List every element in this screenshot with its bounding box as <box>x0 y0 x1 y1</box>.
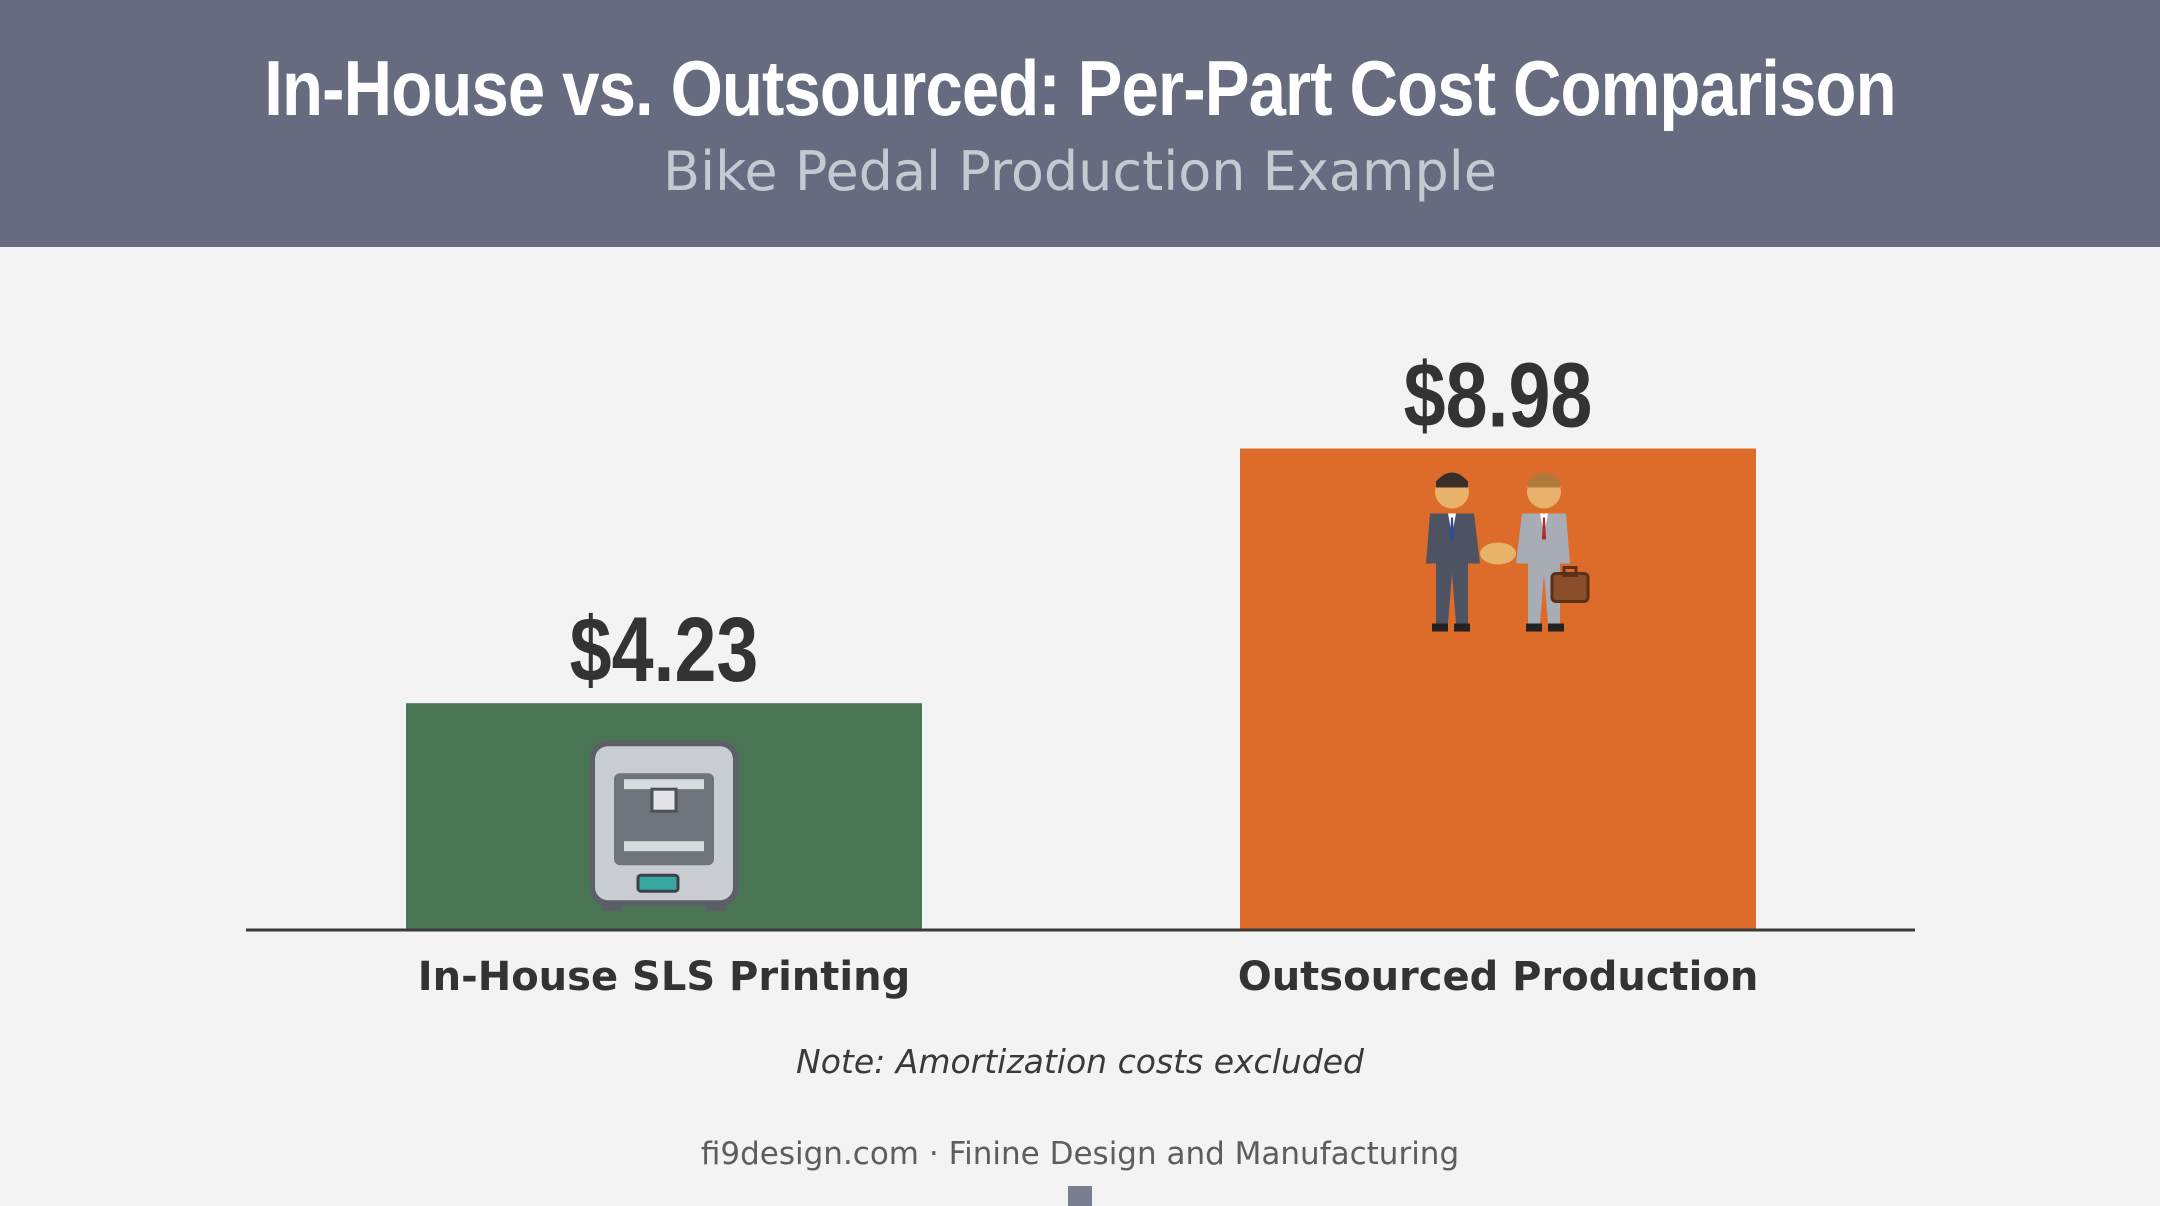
bar-outsourced-production <box>1240 448 1756 930</box>
handshake-icon <box>1426 472 1590 632</box>
page-marker <box>1068 1186 1092 1206</box>
value-label-outsourced-production: $8.98 <box>1404 343 1593 446</box>
category-label-in-house-sls-printing: In-House SLS Printing <box>418 954 910 1000</box>
header-banner: In-House vs. Outsourced: Per-Part Cost C… <box>0 0 2160 247</box>
value-label-in-house-sls-printing: $4.23 <box>570 598 759 701</box>
footnote: Note: Amortization costs excluded <box>796 1042 1364 1081</box>
category-label-outsourced-production: Outsourced Production <box>1238 954 1759 1000</box>
page-title: In-House vs. Outsourced: Per-Part Cost C… <box>264 44 1896 132</box>
footer-credit: fi9design.com · Finine Design and Manufa… <box>700 1136 1460 1172</box>
page-subtitle: Bike Pedal Production Example <box>663 140 1497 203</box>
3d-printer-icon <box>589 740 739 912</box>
